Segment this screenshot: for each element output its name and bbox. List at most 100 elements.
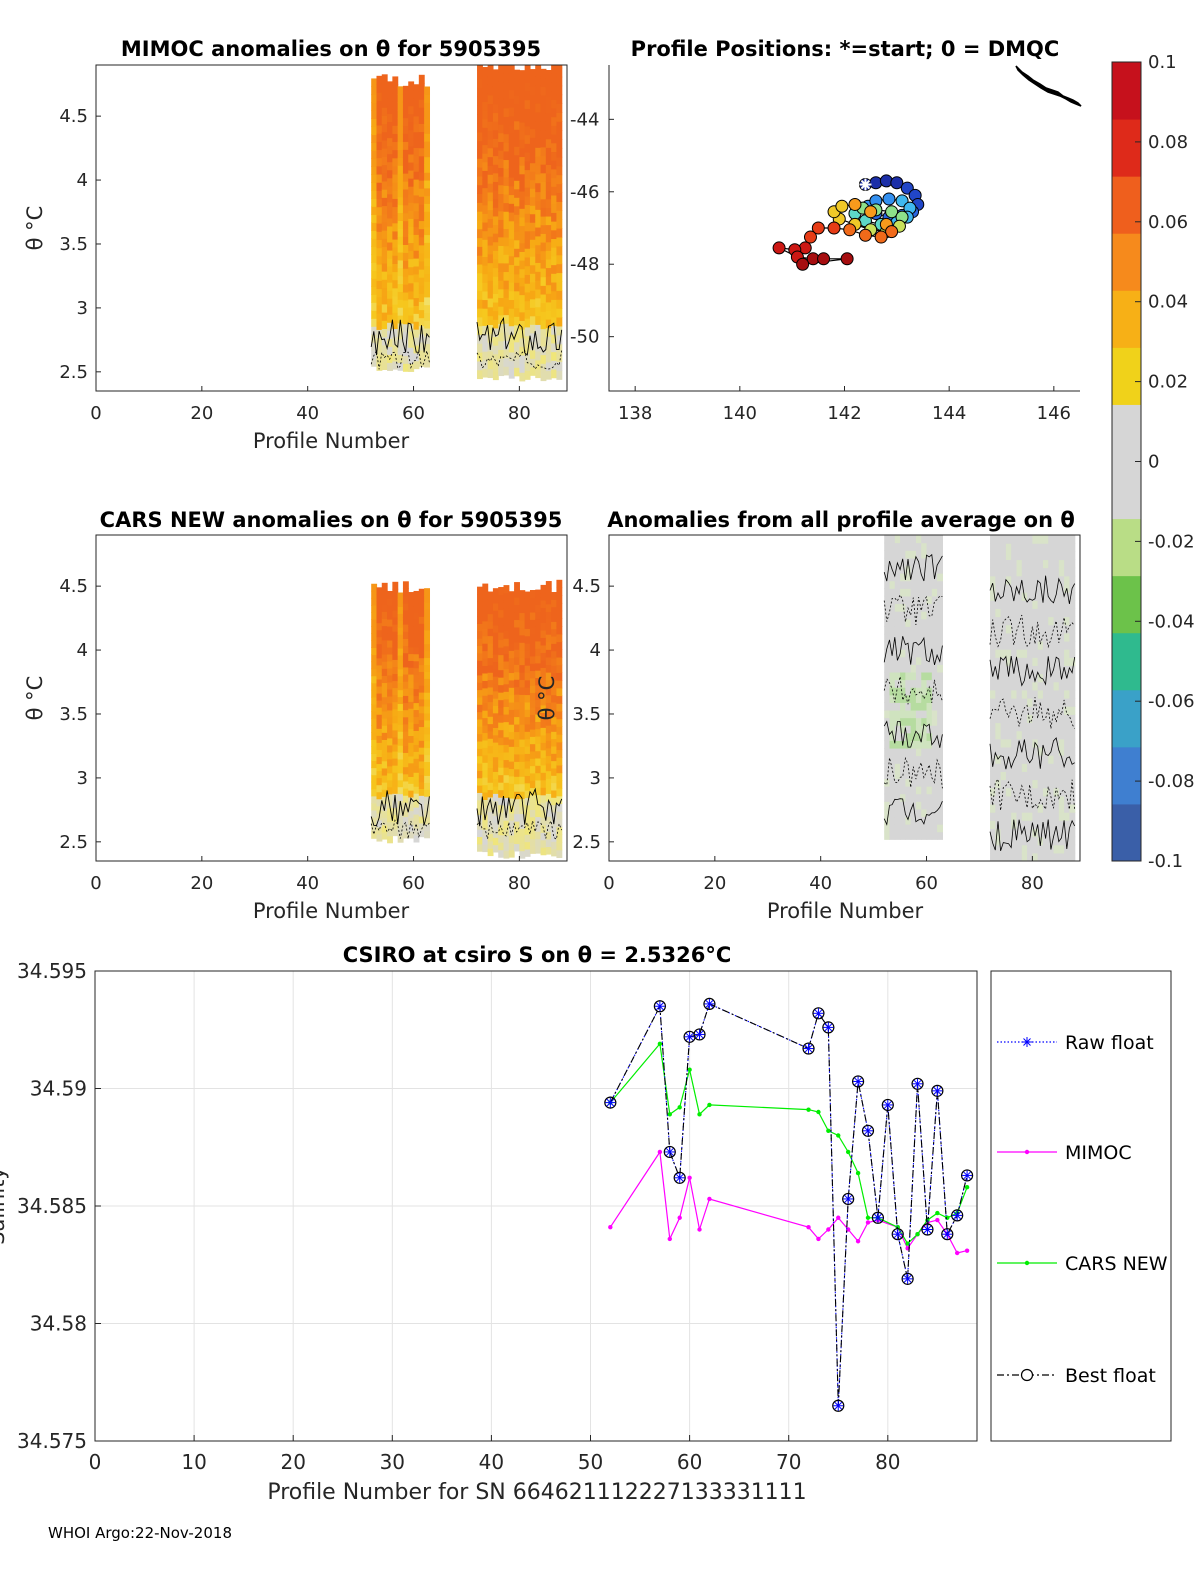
x-tick-label: 10	[181, 1450, 206, 1474]
cars-point	[865, 1215, 871, 1220]
mimoc-xlabel: Profile Number	[253, 429, 410, 453]
y-tick-label: 3	[590, 768, 601, 789]
raw-float-point	[942, 1229, 953, 1240]
panel-positions: Profile Positions: *=start; 0 = DMQC 138…	[570, 37, 1082, 424]
profile-position-marker	[796, 257, 810, 271]
raw-float-point	[664, 1146, 675, 1157]
profile-position-marker	[885, 205, 899, 219]
raw-float-point	[654, 1001, 665, 1012]
profile-position-marker	[817, 252, 831, 266]
colorbar-swatch	[1112, 746, 1141, 805]
y-tick-label: 34.58	[30, 1312, 87, 1336]
colorbar-swatch	[1112, 461, 1141, 520]
x-tick-label: 40	[296, 403, 319, 424]
legend-item: Raw float	[997, 1032, 1154, 1054]
mimoc-point	[855, 1239, 861, 1244]
cars-ylabel: θ °C	[23, 676, 47, 721]
profile-position-marker	[858, 228, 872, 242]
y-tick-label: 4.5	[59, 576, 88, 597]
legend-item: CARS NEW	[997, 1253, 1168, 1275]
cars-title: CARS NEW anomalies on θ for 5905395	[100, 508, 563, 532]
raw-float-point	[823, 1022, 834, 1033]
y-tick-label: 2.5	[572, 832, 601, 853]
footer-stamp: WHOI Argo:22-Nov-2018	[48, 1524, 232, 1542]
salinity-title: CSIRO at csiro S on θ = 2.5326°C	[343, 943, 732, 967]
cars-point	[964, 1185, 970, 1190]
mimoc-point	[816, 1236, 821, 1242]
y-tick-label: -50	[570, 327, 599, 348]
legend-label: MIMOC	[1065, 1142, 1132, 1164]
y-tick-label: 3	[77, 768, 88, 789]
colorbar-swatch	[1112, 176, 1141, 234]
cars-point	[677, 1105, 682, 1110]
best-float-point	[851, 1075, 865, 1088]
best-float-point	[871, 1211, 884, 1224]
y-tick-label: 3	[77, 298, 88, 319]
x-tick-label: 70	[776, 1450, 801, 1474]
profile-position-marker	[869, 176, 883, 190]
raw-float-point	[872, 1212, 883, 1223]
colorbar-swatch	[1112, 575, 1141, 634]
cars-point	[935, 1210, 940, 1216]
best-float-point	[960, 1169, 974, 1182]
mimoc-ylabel: θ °C	[23, 206, 47, 251]
best-float-point	[921, 1223, 934, 1236]
float-track	[772, 174, 925, 271]
best-float-point	[604, 1096, 617, 1109]
mimoc-point	[964, 1248, 970, 1253]
x-tick-label: 0	[89, 1450, 102, 1474]
mimoc-point	[707, 1196, 712, 1202]
allavg-heatmap	[883, 535, 1076, 861]
cars-point	[687, 1067, 692, 1072]
x-tick-label: 0	[603, 873, 614, 894]
x-tick-label: 40	[809, 873, 832, 894]
cars-point	[836, 1133, 841, 1138]
best-float-point	[703, 997, 716, 1011]
mimoc-point	[954, 1250, 960, 1256]
x-tick-label: 60	[915, 873, 938, 894]
legend-label: Best float	[1065, 1365, 1156, 1387]
y-tick-label: 4.5	[59, 106, 88, 127]
salinity-series	[604, 997, 974, 1412]
x-tick-label: 144	[932, 403, 966, 424]
mimoc-point	[935, 1217, 940, 1223]
best-float-point	[951, 1209, 964, 1222]
positions-title: Profile Positions: *=start; 0 = DMQC	[631, 37, 1060, 61]
mimoc-point	[865, 1220, 871, 1225]
mimoc-point	[608, 1224, 613, 1230]
profile-position-marker	[803, 230, 817, 244]
allavg-title: Anomalies from all profile average on θ	[607, 508, 1075, 532]
best-float-point	[842, 1192, 855, 1206]
x-tick-label: 138	[618, 403, 652, 424]
x-tick-label: 80	[508, 403, 531, 424]
allavg-xlabel: Profile Number	[767, 899, 924, 923]
raw-float-line	[609, 1003, 968, 1406]
y-tick-label: 34.59	[30, 1077, 87, 1101]
mimoc-axes: 0 20 40 60 80 2.5 3 3.5 4 4.5	[59, 106, 530, 424]
mimoc-point	[806, 1224, 811, 1230]
x-tick-label: 0	[90, 403, 101, 424]
mimoc-point	[667, 1236, 672, 1242]
cars-heatmap	[370, 579, 563, 859]
colorbar-tick-label: -0.06	[1148, 691, 1195, 712]
x-tick-label: 0	[90, 873, 101, 894]
panel-cars: CARS NEW anomalies on θ for 5905395 0 20 4…	[23, 508, 568, 923]
best-float-point	[832, 1399, 845, 1412]
profile-position-marker	[890, 176, 904, 190]
colorbar-tick-label: 0.02	[1148, 372, 1188, 393]
raw-float-point	[892, 1229, 903, 1240]
raw-float-point	[862, 1125, 873, 1136]
y-tick-label: 3.5	[59, 234, 88, 255]
raw-float-point	[922, 1224, 933, 1235]
profile-position-marker	[772, 241, 786, 255]
best-float-point	[941, 1228, 954, 1241]
y-tick-label: 3.5	[572, 704, 601, 725]
legend-item: MIMOC	[997, 1142, 1132, 1164]
best-float-point	[891, 1228, 904, 1241]
start-marker	[859, 178, 872, 191]
raw-float-point	[843, 1193, 854, 1204]
raw-float-point	[902, 1273, 913, 1284]
raw-float-point	[704, 998, 715, 1009]
raw-float-point	[962, 1170, 973, 1181]
